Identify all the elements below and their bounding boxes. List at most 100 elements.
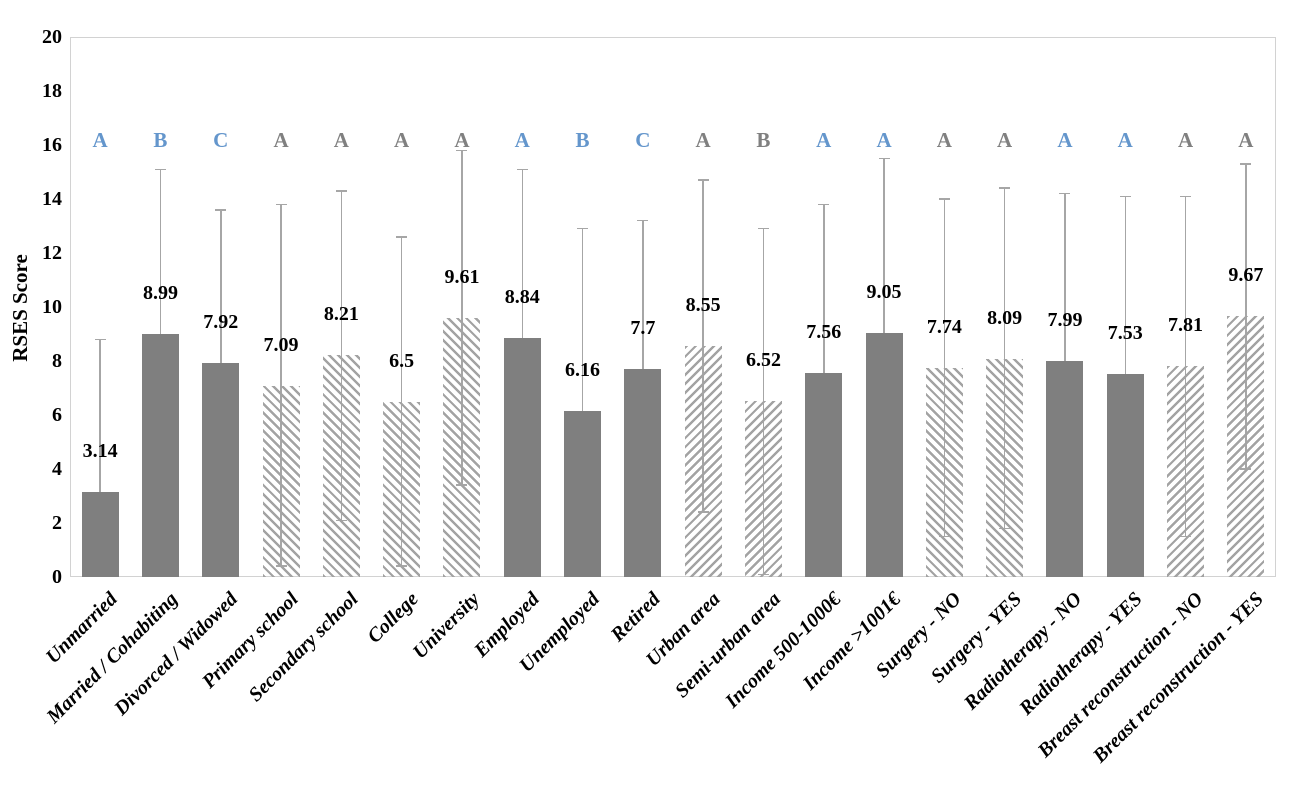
value-label: 6.5 [389, 349, 415, 372]
value-label: 8.21 [323, 303, 359, 326]
error-bar-cap-top [757, 227, 769, 230]
significance-letter: C [635, 127, 651, 152]
error-bar-cap-top [697, 179, 709, 181]
value-label: 8.99 [142, 282, 178, 305]
bar [805, 372, 843, 577]
error-bar-line [1124, 196, 1126, 550]
y-axis-tick: 0 [52, 566, 62, 588]
bar [624, 369, 662, 577]
y-axis-tick: 4 [52, 458, 62, 480]
value-label: 7.53 [1107, 321, 1143, 344]
significance-letter: B [756, 127, 771, 152]
value-label: 8.55 [685, 294, 721, 317]
significance-letter: A [876, 127, 892, 152]
bar [322, 355, 360, 577]
error-bar-line [159, 169, 162, 499]
value-label: 7.09 [263, 333, 299, 356]
value-label: 6.52 [745, 348, 781, 371]
y-axis-tick: 14 [42, 188, 62, 210]
error-bar-line [400, 236, 403, 567]
y-axis-tick: 20 [42, 26, 62, 48]
significance-letter: B [153, 127, 168, 152]
value-label: 8.09 [987, 306, 1023, 329]
value-label: 7.81 [1168, 314, 1204, 337]
error-bar-line [521, 169, 523, 507]
error-bar-cap-top [999, 187, 1011, 189]
error-bar-cap-top [1180, 195, 1192, 198]
value-label: 7.99 [1047, 309, 1083, 332]
error-bar-cap-top [396, 236, 408, 238]
value-label: 7.92 [203, 311, 239, 334]
error-bar-cap-top [215, 209, 227, 211]
value-label: 7.56 [806, 320, 842, 343]
y-axis-tick: 8 [52, 350, 62, 372]
bar [503, 338, 541, 577]
error-bar-cap-top [275, 203, 287, 206]
bar [383, 401, 421, 577]
x-axis-label-text: University [408, 588, 484, 664]
error-bar-line [943, 199, 946, 537]
value-label: 9.05 [866, 280, 902, 303]
bar [684, 346, 722, 577]
y-axis-tick: 18 [42, 80, 62, 102]
bar [262, 385, 300, 577]
significance-letter: A [997, 127, 1013, 152]
error-bar-cap-top [154, 168, 166, 171]
significance-letter: A [1057, 127, 1073, 152]
significance-letter: A [1238, 127, 1254, 152]
error-bar-line [1064, 193, 1066, 529]
significance-letter: A [695, 127, 711, 152]
error-bar-cap-top [1059, 192, 1071, 195]
significance-letter: B [575, 127, 590, 152]
error-bar-cap-top [516, 168, 528, 171]
significance-letter: A [1177, 127, 1194, 152]
bar [564, 410, 602, 577]
significance-letter: A [454, 127, 470, 152]
bar [1106, 373, 1144, 577]
y-axis-tick: 2 [52, 512, 62, 534]
bar [925, 368, 963, 577]
y-axis-tick: 10 [42, 296, 62, 318]
error-bar-cap-top [94, 338, 106, 341]
error-bar-cap-top [938, 198, 950, 200]
value-label: 6.16 [565, 358, 601, 381]
significance-letter: A [394, 127, 410, 152]
error-bar-cap-top [878, 157, 890, 160]
bar [1227, 315, 1265, 577]
significance-letter: A [816, 127, 832, 152]
value-label: 9.67 [1228, 263, 1264, 286]
error-bar-cap-top [1240, 163, 1252, 165]
y-axis-tick: 16 [42, 134, 62, 156]
value-label: 7.74 [926, 316, 962, 339]
x-axis-label-text: Semi-urban area [670, 588, 785, 703]
significance-letter: C [213, 127, 229, 152]
bar [141, 334, 179, 577]
value-label: 3.14 [82, 440, 118, 463]
y-axis-tick: 6 [52, 404, 62, 426]
error-bar-cap-top [818, 203, 830, 206]
bar [1167, 366, 1205, 577]
bar [744, 400, 782, 577]
significance-letter: A [273, 127, 289, 152]
bar [986, 358, 1024, 577]
bar [202, 363, 240, 577]
significance-letter: A [936, 127, 952, 152]
error-bar-cap-top [577, 227, 589, 230]
significance-letter: A [514, 127, 530, 152]
error-bar-cap-top [1119, 195, 1131, 198]
significance-letter: A [333, 127, 349, 152]
value-label: 9.61 [444, 265, 480, 288]
error-bar-line [99, 339, 101, 577]
error-bar-line [1003, 188, 1006, 529]
bar [865, 332, 903, 577]
error-bar-cap-top [637, 219, 649, 222]
x-axis-label-text: Secondary school [244, 588, 363, 707]
x-axis-label-text: Retired [606, 588, 665, 646]
error-bar-line [280, 204, 282, 567]
bar [443, 317, 481, 577]
error-bar-cap-top [456, 149, 468, 152]
y-axis-tick: 12 [42, 242, 62, 264]
value-label: 7.7 [630, 317, 656, 340]
value-label: 8.84 [504, 286, 540, 309]
